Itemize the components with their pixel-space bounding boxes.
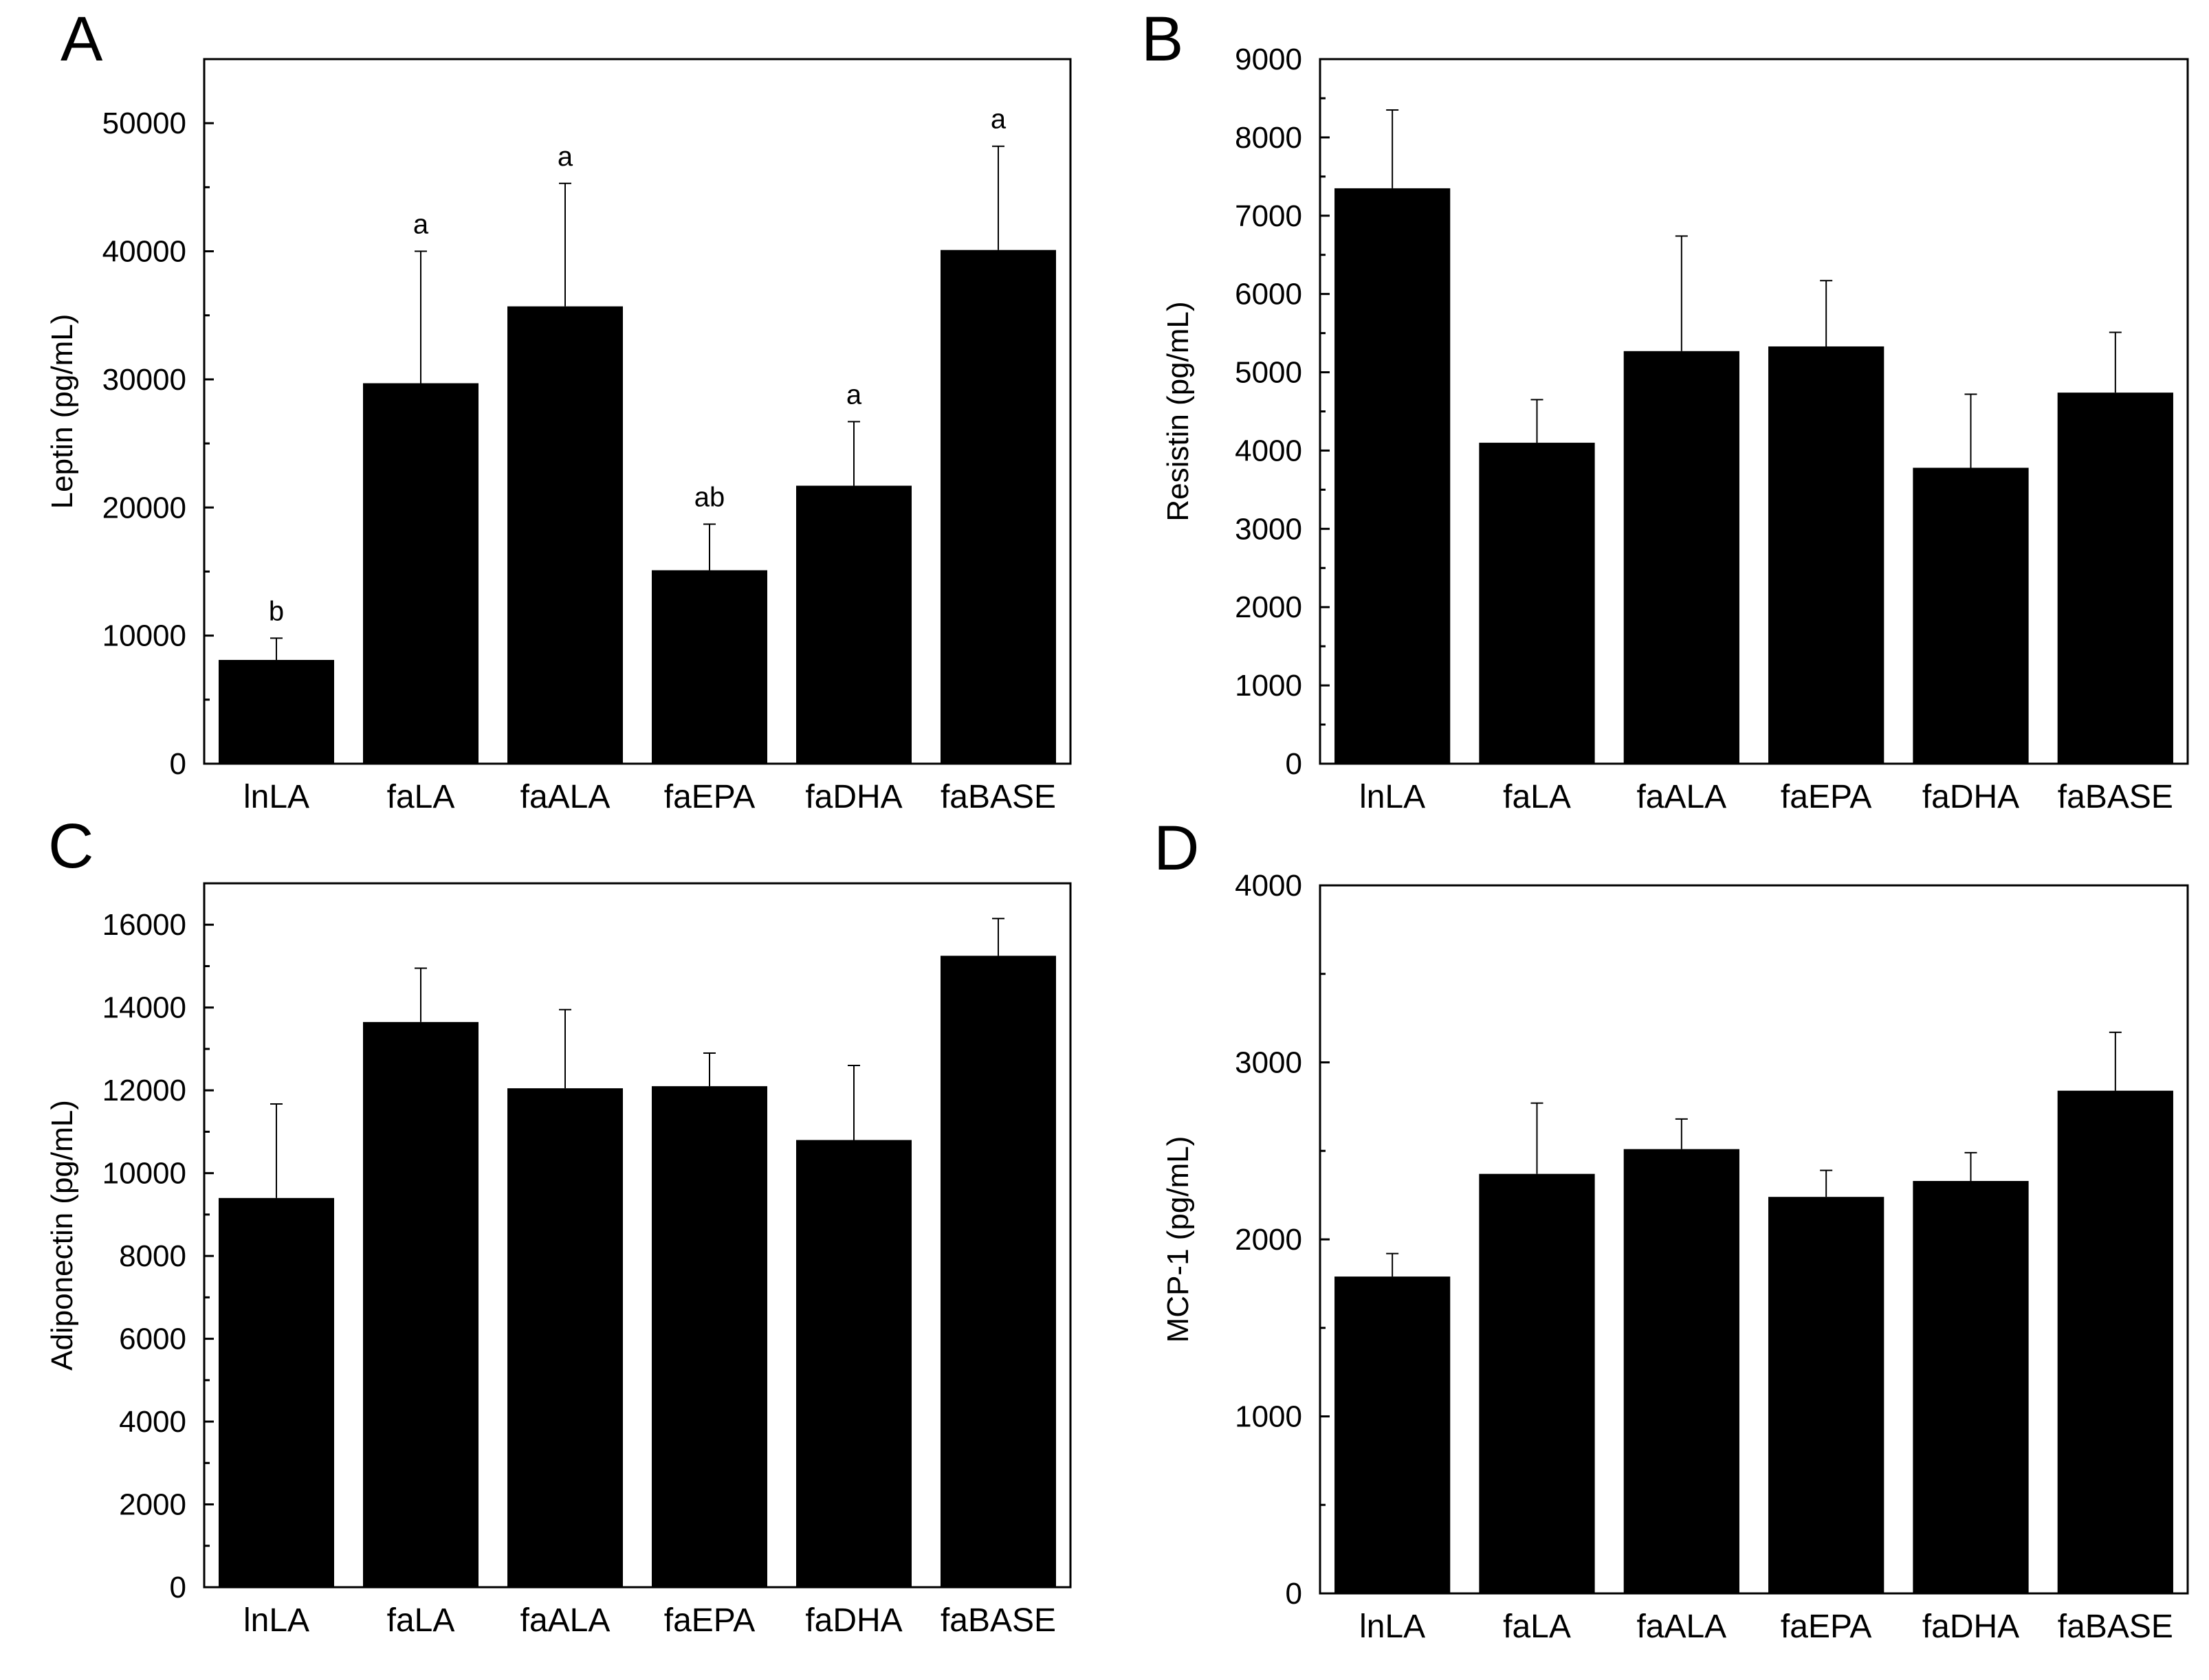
y-tick-label: 40000 xyxy=(102,235,186,269)
y-axis-title: MCP-1 (pg/mL) xyxy=(1161,1136,1195,1343)
bar-faEPA xyxy=(1768,1197,1884,1593)
y-tick-label: 10000 xyxy=(102,1157,186,1191)
y-tick-label: 6000 xyxy=(119,1323,186,1356)
x-category-label: faBASE xyxy=(941,1602,1056,1639)
bar-faLA xyxy=(1479,443,1595,764)
bar-lnLA xyxy=(1334,1276,1451,1593)
x-category-label: lnLA xyxy=(1359,1609,1425,1645)
panel-letter: A xyxy=(61,4,103,74)
bar-faALA xyxy=(507,1088,623,1587)
x-category-label: lnLA xyxy=(1359,779,1425,815)
y-tick-label: 3000 xyxy=(1235,512,1302,546)
y-tick-label: 2000 xyxy=(1235,1223,1302,1257)
y-tick-label: 7000 xyxy=(1235,199,1302,233)
y-tick-label: 3000 xyxy=(1235,1046,1302,1080)
panel-letter: D xyxy=(1154,813,1199,883)
bar-lnLA xyxy=(1334,188,1451,764)
x-category-label: faALA xyxy=(520,1602,611,1639)
x-category-label: faALA xyxy=(1636,1609,1726,1645)
x-category-label: faEPA xyxy=(1781,1609,1872,1645)
significance-letter: a xyxy=(846,379,862,410)
y-axis-title: Leptin (pg/mL) xyxy=(45,314,79,509)
significance-letter: a xyxy=(413,210,429,240)
y-tick-label: 1000 xyxy=(1235,669,1302,703)
panel-d-mcp1: D 0 1000 2000 3000 4000 MCP-1 (pg/mL) lnLA faLA f… xyxy=(1154,813,2189,1645)
y-tick-label: 12000 xyxy=(102,1074,186,1107)
bar-faEPA xyxy=(1768,346,1884,764)
x-category-label: faLA xyxy=(1503,779,1571,815)
y-tick-label: 4000 xyxy=(1235,434,1302,467)
bar-faDHA xyxy=(1913,467,2029,764)
bar-faLA xyxy=(363,383,479,764)
significance-letter: a xyxy=(991,104,1007,135)
bar-faDHA xyxy=(796,1140,912,1587)
x-category-label: faDHA xyxy=(1922,1609,2019,1645)
x-category-label: faBASE xyxy=(941,779,1056,815)
x-category-label: faALA xyxy=(520,779,611,815)
x-category-label: faLA xyxy=(1503,1609,1571,1645)
y-tick-label: 16000 xyxy=(102,908,186,942)
significance-letter: ab xyxy=(694,483,725,513)
x-category-label: faLA xyxy=(387,779,455,815)
y-tick-label: 1000 xyxy=(1235,1400,1302,1434)
bar-faALA xyxy=(1623,351,1739,764)
significance-letter: b xyxy=(269,596,284,626)
y-tick-label: 2000 xyxy=(1235,590,1302,624)
bar-faEPA xyxy=(652,570,767,764)
bar-faBASE xyxy=(941,250,1056,764)
x-category-label: faEPA xyxy=(664,1602,756,1639)
x-category-label: faLA xyxy=(387,1602,455,1639)
y-tick-label: 9000 xyxy=(1235,43,1302,76)
y-tick-label: 0 xyxy=(170,747,186,781)
bar-faBASE xyxy=(2057,1090,2173,1593)
y-tick-label: 8000 xyxy=(1235,121,1302,155)
panel-a-leptin: A 0 10000 20000 30000 40000 50000 Leptin (pg/mL… xyxy=(45,4,1072,815)
x-category-label: faBASE xyxy=(2058,779,2173,815)
panel-letter: C xyxy=(48,811,94,881)
x-category-label: faDHA xyxy=(1922,779,2019,815)
bar-faLA xyxy=(1479,1173,1595,1593)
y-axis-title: Resistin (pg/mL) xyxy=(1161,301,1195,521)
panel-b-resistin: B 0 1000 2000 3000 4000 5000 6000 7000 8000 9000 Re… xyxy=(1141,4,2189,815)
y-tick-label: 50000 xyxy=(102,107,186,140)
bar-faDHA xyxy=(796,485,912,764)
panel-c-adiponectin: C 0 2000 4000 6000 8000 10000 12000 14000 16000 Ad… xyxy=(45,811,1072,1639)
y-axis-title: Adiponectin (pg/mL) xyxy=(45,1100,79,1371)
bar-faALA xyxy=(1623,1149,1739,1593)
y-tick-label: 4000 xyxy=(1235,869,1302,903)
y-tick-label: 4000 xyxy=(119,1405,186,1439)
significance-letter: a xyxy=(558,142,573,172)
y-tick-label: 2000 xyxy=(119,1488,186,1522)
y-tick-label: 0 xyxy=(1286,1577,1302,1611)
y-tick-label: 6000 xyxy=(1235,278,1302,311)
bar-faBASE xyxy=(2057,393,2173,764)
x-category-label: faDHA xyxy=(805,1602,902,1639)
bar-faEPA xyxy=(652,1086,767,1587)
y-tick-label: 5000 xyxy=(1235,356,1302,390)
x-category-label: faEPA xyxy=(664,779,756,815)
y-tick-label: 30000 xyxy=(102,363,186,397)
bar-lnLA xyxy=(219,660,334,764)
x-category-label: faALA xyxy=(1636,779,1726,815)
bar-faDHA xyxy=(1913,1181,2029,1593)
y-tick-label: 20000 xyxy=(102,491,186,524)
y-tick-label: 10000 xyxy=(102,619,186,653)
panel-letter: B xyxy=(1141,4,1183,74)
bar-faLA xyxy=(363,1021,479,1587)
y-tick-label: 0 xyxy=(1286,747,1302,781)
x-category-label: faEPA xyxy=(1781,779,1872,815)
y-tick-label: 0 xyxy=(170,1571,186,1604)
x-category-label: faDHA xyxy=(805,779,902,815)
bar-faBASE xyxy=(941,955,1056,1587)
x-category-label: lnLA xyxy=(243,779,309,815)
x-category-label: lnLA xyxy=(243,1602,309,1639)
y-tick-label: 8000 xyxy=(119,1239,186,1273)
plot-frame xyxy=(203,882,1072,1589)
bar-lnLA xyxy=(219,1197,334,1587)
y-tick-label: 14000 xyxy=(102,991,186,1025)
plot-frame xyxy=(203,58,1072,765)
x-category-label: faBASE xyxy=(2058,1609,2173,1645)
bar-faALA xyxy=(507,306,623,764)
